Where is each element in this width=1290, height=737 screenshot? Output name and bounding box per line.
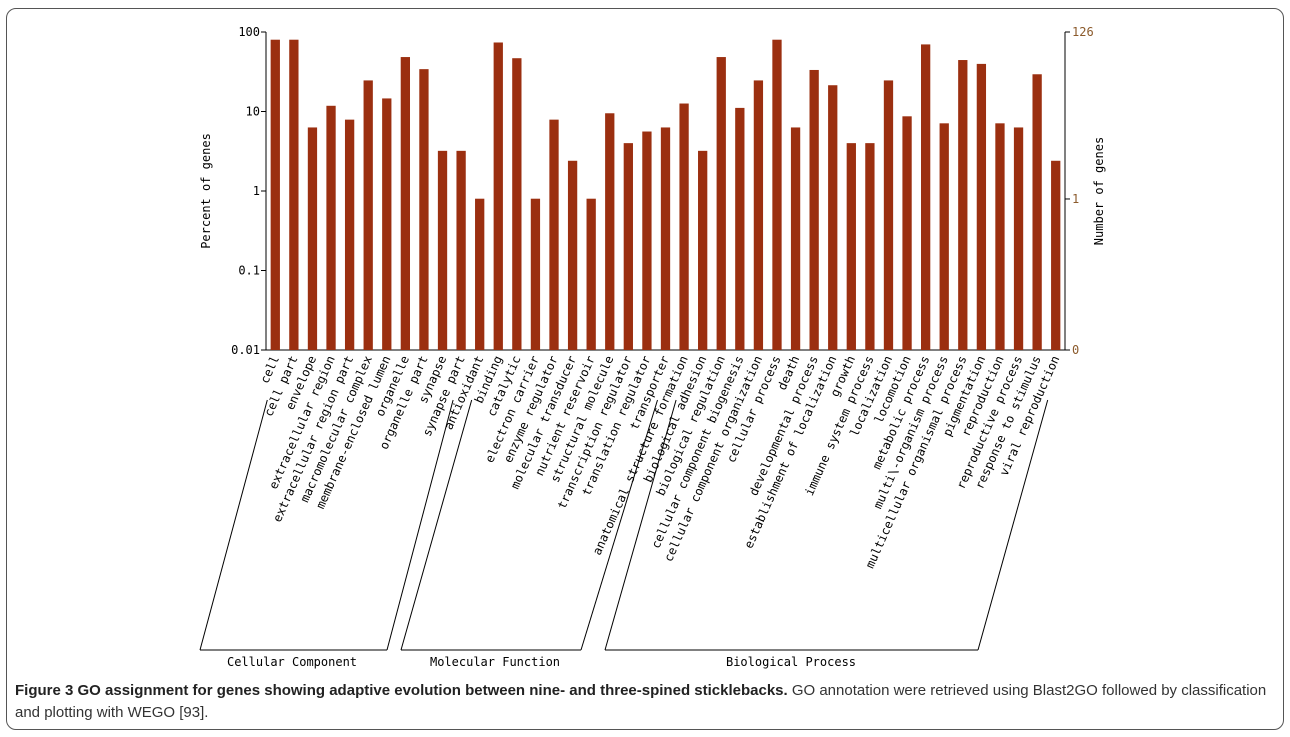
group-label-2: Biological Process <box>726 655 856 669</box>
bar-22 <box>679 103 689 350</box>
bar-36 <box>939 123 949 351</box>
group-label-1: Molecular Function <box>430 655 560 669</box>
y-tick-label: 0.01 <box>231 343 260 357</box>
group-bracket-right <box>977 399 1049 651</box>
bar-7 <box>400 57 411 350</box>
bar-39 <box>995 123 1005 351</box>
y2-axis-title: Number of genes <box>1092 137 1106 245</box>
bar-33 <box>883 80 894 351</box>
bar-1 <box>289 39 299 350</box>
bar-11 <box>475 198 485 350</box>
bar-5 <box>363 80 373 351</box>
bar-27 <box>772 39 782 350</box>
bar-29 <box>809 69 819 350</box>
bar-4 <box>344 119 355 351</box>
group-bracket-right <box>386 399 454 651</box>
y2-tick-label: 1 <box>1072 192 1079 206</box>
bar-41 <box>1032 74 1042 350</box>
bar-2 <box>307 127 318 350</box>
caption-text: GO annotation were retrieved using Blast… <box>15 682 1267 721</box>
bar-13 <box>512 58 522 350</box>
bar-23 <box>698 150 708 350</box>
bar-0 <box>270 39 280 350</box>
bar-6 <box>382 98 392 350</box>
bar-12 <box>493 42 503 350</box>
bar-31 <box>846 143 856 350</box>
bar-26 <box>753 80 764 351</box>
bar-9 <box>437 150 448 350</box>
group-label-0: Cellular Component <box>227 655 357 669</box>
bar-37 <box>958 60 968 351</box>
y2-tick-label: 126 <box>1072 25 1094 39</box>
figure-frame <box>6 8 1284 730</box>
bar-21 <box>660 127 671 350</box>
y-tick-label: 10 <box>246 105 260 119</box>
y-tick-label: 1 <box>253 184 260 198</box>
figure-caption: Figure 3 GO assignment for genes showing… <box>15 680 1270 724</box>
bar-15 <box>549 119 559 351</box>
y-tick-label: 0.1 <box>238 264 260 278</box>
bar-30 <box>828 85 838 350</box>
bar-10 <box>456 150 466 350</box>
bar-8 <box>419 69 429 350</box>
y-axis-title: Percent of genes <box>199 133 213 249</box>
group-bracket-left <box>199 399 268 651</box>
bar-42 <box>1051 160 1061 350</box>
caption-title: Figure 3 GO assignment for genes showing… <box>15 682 788 699</box>
group-bracket-right <box>580 399 658 651</box>
bar-17 <box>586 198 596 350</box>
bar-14 <box>530 198 541 350</box>
bar-3 <box>326 105 336 351</box>
bar-35 <box>920 44 931 351</box>
group-bracket-left <box>604 399 677 651</box>
bar-32 <box>865 143 875 350</box>
bar-28 <box>790 127 801 350</box>
y2-tick-label: 0 <box>1072 343 1079 357</box>
bar-34 <box>902 116 912 350</box>
go-bar-chart: 0.01 0.1 1 10 100 0 1 126 Percent of genes Number… <box>199 25 1106 669</box>
bar-18 <box>605 113 615 351</box>
bar-20 <box>642 131 652 350</box>
bar-25 <box>735 107 745 350</box>
bar-24 <box>716 57 726 350</box>
bar-16 <box>567 160 578 350</box>
bar-38 <box>976 63 987 351</box>
bar-40 <box>1013 127 1024 350</box>
group-bracket-left <box>400 399 473 651</box>
bar-19 <box>623 143 633 350</box>
y-tick-label: 100 <box>238 25 260 39</box>
